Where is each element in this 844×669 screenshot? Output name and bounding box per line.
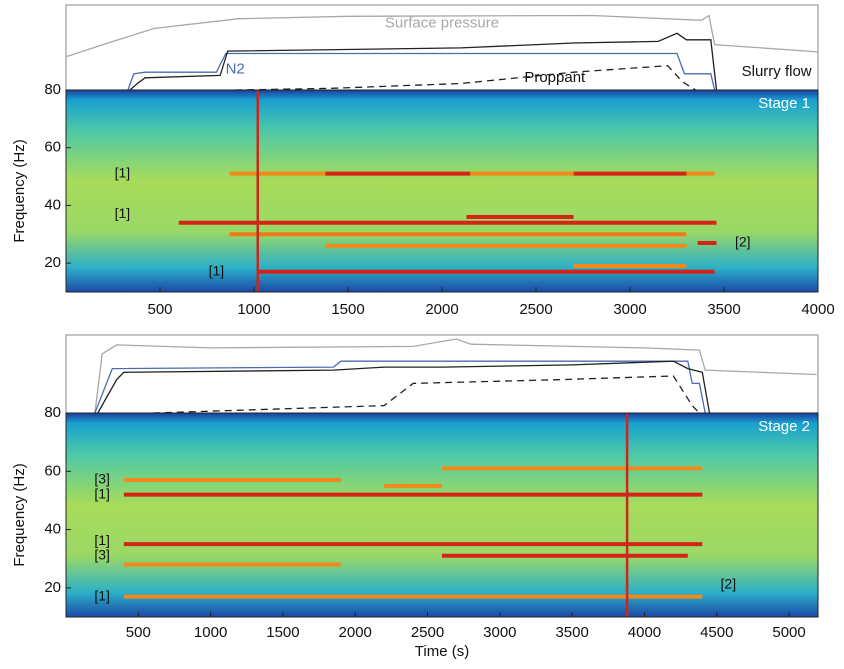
y-axis-label: Frequency (Hz) bbox=[11, 139, 28, 242]
y-tick-label: 20 bbox=[44, 254, 61, 271]
stage-label: Stage 1 bbox=[758, 95, 810, 112]
x-tick-label: 3000 bbox=[483, 624, 516, 641]
x-tick-label: 500 bbox=[126, 624, 151, 641]
annotation: [2] bbox=[721, 576, 737, 592]
trace-line bbox=[97, 360, 711, 414]
x-axis-label: Time (s) bbox=[415, 643, 469, 660]
x-tick-label: 4500 bbox=[700, 624, 733, 641]
annotation: [1] bbox=[94, 532, 110, 548]
x-tick-label: 1000 bbox=[237, 301, 270, 318]
trace-line bbox=[65, 14, 819, 58]
trace-line bbox=[152, 375, 700, 414]
annotation: [1] bbox=[115, 205, 131, 221]
axes-frame bbox=[65, 412, 819, 618]
x-tick-label: 3500 bbox=[555, 624, 588, 641]
y-tick-label: 40 bbox=[44, 196, 61, 213]
trace-label: N2 bbox=[226, 61, 245, 78]
x-tick-label: 1500 bbox=[331, 301, 364, 318]
x-tick-label: 3500 bbox=[707, 301, 740, 318]
y-axis-label: Frequency (Hz) bbox=[11, 463, 28, 566]
y-tick-label: 80 bbox=[44, 404, 61, 421]
annotation: [3] bbox=[94, 547, 110, 563]
stage-label: Stage 2 bbox=[758, 418, 810, 435]
y-tick-label: 60 bbox=[44, 139, 61, 156]
y-tick-label: 80 bbox=[44, 81, 61, 98]
trace-label: Slurry flow bbox=[742, 63, 812, 80]
trace-line bbox=[129, 32, 718, 91]
annotation: [1] bbox=[209, 263, 225, 279]
x-tick-label: 3000 bbox=[613, 301, 646, 318]
trace-line bbox=[94, 338, 817, 414]
x-tick-label: 4000 bbox=[628, 624, 661, 641]
x-tick-label: 1000 bbox=[194, 624, 227, 641]
x-tick-label: 500 bbox=[147, 301, 172, 318]
x-tick-label: 5000 bbox=[772, 624, 805, 641]
x-tick-label: 4000 bbox=[801, 301, 834, 318]
y-tick-label: 40 bbox=[44, 521, 61, 538]
trace-line bbox=[127, 52, 716, 91]
trace-line bbox=[94, 360, 706, 414]
annotation: [3] bbox=[94, 471, 110, 487]
x-tick-label: 2000 bbox=[339, 624, 372, 641]
trace-label: Proppant bbox=[524, 69, 586, 86]
annotation: [1] bbox=[94, 587, 110, 603]
x-tick-label: 2500 bbox=[519, 301, 552, 318]
x-tick-label: 2500 bbox=[411, 624, 444, 641]
trace-label: Surface pressure bbox=[385, 15, 499, 32]
spectrogram-background bbox=[66, 413, 818, 617]
annotation: [1] bbox=[115, 164, 131, 180]
annotation: [2] bbox=[735, 234, 751, 250]
y-tick-label: 60 bbox=[44, 462, 61, 479]
x-tick-label: 2000 bbox=[425, 301, 458, 318]
x-tick-label: 1500 bbox=[266, 624, 299, 641]
annotation: [1] bbox=[94, 485, 110, 501]
trace-line bbox=[235, 65, 697, 91]
y-tick-label: 20 bbox=[44, 579, 61, 596]
spectrogram-background bbox=[66, 90, 818, 292]
